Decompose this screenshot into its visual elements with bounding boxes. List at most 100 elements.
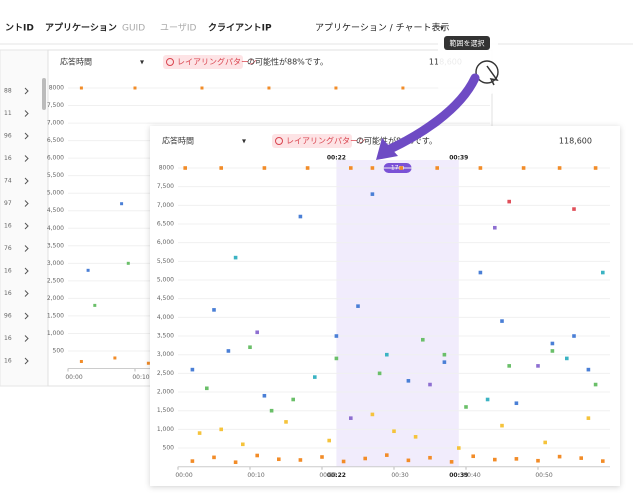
point [79,359,83,363]
y-tick-label: 8000 [49,85,64,92]
row-label: 16 [4,358,12,365]
point [565,356,569,361]
point [334,356,339,361]
row-chevron[interactable] [24,245,29,252]
point [334,86,338,90]
y-tick-label: 3,500 [47,242,64,249]
metric-select[interactable]: 応答時間 [162,136,194,146]
row-chevron[interactable] [24,267,29,275]
x-tick-label: 00:00 [175,472,192,479]
point [507,199,511,204]
point [500,319,504,323]
row-chevron[interactable] [24,222,29,230]
point [233,460,238,465]
point [255,330,259,335]
point [269,408,274,413]
y-tick-label: 3,000 [47,260,64,267]
y-tick-label: 6,000 [157,239,174,246]
selection-range[interactable] [336,160,459,467]
point [457,446,461,450]
point [514,457,519,461]
point [349,166,353,170]
view-select[interactable]: アプリケーション / チャート表示 [315,22,450,34]
row-chevron[interactable] [24,155,29,162]
point [428,382,432,387]
tab[interactable]: アプリケーション [45,22,117,34]
row-chevron[interactable] [24,177,29,185]
dropdown-caret[interactable]: ▾ [242,137,246,146]
y-tick-label: 1,000 [47,330,64,337]
point [449,460,454,464]
tab[interactable]: ユーザID [160,23,196,34]
tab[interactable]: クライアントIP [208,23,272,34]
select-icon[interactable] [475,60,499,84]
y-tick-label: 500 [53,347,65,354]
view-caret[interactable]: ▾ [440,24,444,33]
point [471,454,475,459]
point [262,393,267,398]
point [557,166,562,170]
point [327,438,331,443]
tab[interactable]: ントID [5,23,34,34]
row-label: 16 [4,155,12,162]
alert-text: の可能性が88%です。 [356,136,437,146]
point [507,364,511,368]
arrow-head [376,138,398,160]
point [267,86,271,90]
x-tick-label: 00:10 [247,472,264,479]
x-tick-label: 00:00 [65,374,82,381]
y-tick-label: 4,500 [157,295,174,302]
point [298,458,303,462]
alert-badge [163,55,243,69]
y-tick-label: 4,000 [47,225,64,232]
scrollbar[interactable] [42,78,46,110]
point [550,349,555,353]
row-chevron[interactable] [24,132,29,140]
cursor [486,65,499,86]
point [226,349,231,353]
point [392,429,396,434]
point [146,361,150,365]
row-label: 97 [4,200,12,207]
point [557,454,562,459]
row-chevron[interactable] [24,335,29,342]
arrow [383,73,480,155]
y-tick-label: 3,500 [157,333,174,340]
row-chevron[interactable] [24,290,29,297]
point [219,166,223,170]
y-tick-label: 8000 [159,165,174,172]
y-tick-label: 3,000 [157,351,174,358]
point [413,435,418,439]
y-tick-label: 7,500 [157,183,174,190]
point [435,166,439,170]
row-label: 96 [4,133,12,140]
point [356,304,360,308]
point [190,367,195,372]
metric-select[interactable]: 応答時間 [60,57,92,67]
alert-text: の可能性が88%です。 [247,57,328,67]
point [543,440,547,445]
point [334,334,339,338]
row-chevron[interactable] [24,110,29,117]
row-chevron[interactable] [24,200,29,207]
y-tick-label: 7,000 [157,202,174,209]
point [255,453,259,458]
row-chevron[interactable] [24,87,29,95]
point [442,352,447,357]
point [478,166,483,170]
point [399,166,403,170]
point [233,255,238,260]
point [219,427,223,432]
row-chevron[interactable] [24,312,29,320]
point [248,345,252,350]
row-label: 16 [4,223,12,230]
y-tick-label: 1,500 [157,407,174,414]
row-chevron[interactable] [24,357,29,365]
point [593,166,598,170]
point [291,397,295,402]
tab[interactable]: GUID [122,24,145,34]
alert-label: レイアリングパターン [177,57,257,67]
x-tick-label: 00:30 [391,472,408,479]
dropdown-caret[interactable]: ▾ [140,58,144,67]
point [320,455,324,459]
